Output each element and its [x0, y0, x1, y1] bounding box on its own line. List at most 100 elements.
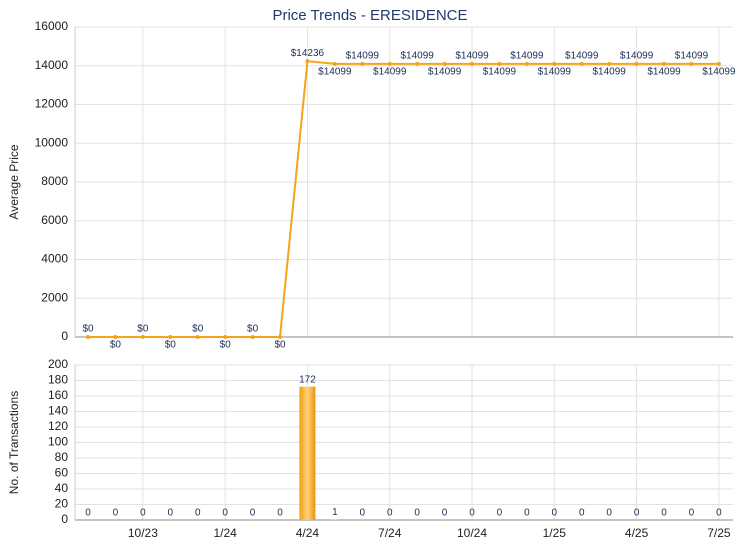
y-tick-label: 2000	[41, 290, 68, 304]
y-tick-label: 160	[48, 388, 68, 402]
point	[278, 335, 283, 339]
value-label: 0	[497, 508, 503, 519]
point	[140, 335, 145, 339]
value-label: $14099	[346, 50, 380, 61]
chart-title: Price Trends - ERESIDENCE	[272, 7, 467, 24]
value-label: 0	[222, 508, 228, 519]
point	[634, 61, 639, 66]
y-tick-label: 100	[48, 435, 68, 449]
value-label: 172	[299, 374, 316, 385]
value-label: $14099	[400, 50, 434, 61]
point	[387, 61, 392, 66]
value-label: 0	[579, 508, 585, 519]
price-line	[88, 60, 719, 338]
point	[332, 61, 337, 66]
y-tick-label: 14000	[35, 58, 69, 72]
value-label: $0	[274, 340, 286, 351]
bar	[299, 386, 316, 520]
point	[497, 61, 502, 66]
y-tick-label: 8000	[41, 174, 68, 188]
value-label: $0	[220, 340, 232, 351]
y-tick-label: 60	[55, 466, 69, 480]
value-label: 0	[469, 508, 475, 519]
y-tick-label: 80	[55, 450, 69, 464]
value-label: $14099	[592, 66, 626, 77]
value-label: 0	[168, 508, 174, 519]
point	[195, 335, 200, 339]
point	[113, 335, 118, 339]
y-axis-label: Average Price	[7, 144, 21, 219]
value-label: $14099	[483, 66, 517, 77]
value-label: $14099	[675, 50, 709, 61]
x-tick-label: 4/25	[625, 526, 649, 540]
y-tick-label: 140	[48, 404, 68, 418]
y-tick-label: 20	[55, 497, 69, 511]
value-label: 0	[140, 508, 146, 519]
value-label: 0	[552, 508, 558, 519]
x-tick-label: 10/23	[128, 526, 158, 540]
value-label: $14099	[565, 50, 599, 61]
value-label: 0	[195, 508, 201, 519]
value-label: $14099	[428, 66, 462, 77]
y-tick-label: 6000	[41, 213, 68, 227]
point	[607, 61, 612, 66]
value-label: 1	[332, 507, 338, 518]
value-label: $14099	[538, 66, 572, 77]
point	[552, 61, 557, 66]
point	[716, 61, 721, 66]
y-tick-label: 40	[55, 481, 69, 495]
value-label: 0	[277, 508, 283, 519]
value-label: 0	[85, 508, 91, 519]
y-tick-label: 200	[48, 357, 68, 371]
point	[579, 61, 584, 66]
value-label: $0	[137, 324, 149, 335]
point	[689, 61, 694, 66]
y-tick-label: 0	[61, 512, 68, 526]
y-axis-label: No. of Transactions	[7, 391, 21, 494]
value-label: $0	[110, 340, 122, 351]
x-tick-label: 7/24	[378, 526, 402, 540]
x-tick-label: 7/25	[707, 526, 731, 540]
y-tick-label: 0	[61, 329, 68, 343]
value-label: $14099	[373, 66, 407, 77]
point	[662, 61, 667, 66]
point	[250, 335, 255, 339]
value-label: $0	[192, 324, 204, 335]
value-label: 0	[442, 508, 448, 519]
value-label: $14099	[455, 50, 489, 61]
y-tick-label: 10000	[35, 135, 69, 149]
x-tick-label: 10/24	[457, 526, 487, 540]
value-label: 0	[113, 508, 119, 519]
point	[223, 335, 228, 339]
value-label: $14099	[620, 50, 654, 61]
value-label: $0	[165, 340, 177, 351]
value-label: $0	[247, 324, 259, 335]
value-label: $14236	[291, 48, 325, 59]
y-tick-label: 12000	[35, 97, 69, 111]
point	[305, 59, 310, 64]
point	[442, 61, 447, 66]
value-label: $14099	[702, 66, 736, 77]
value-label: 0	[661, 508, 667, 519]
value-label: $14099	[318, 66, 352, 77]
point	[168, 335, 173, 339]
y-tick-label: 16000	[35, 19, 69, 33]
value-label: 0	[414, 508, 420, 519]
bar	[326, 519, 343, 520]
value-label: 0	[524, 508, 530, 519]
value-label: 0	[250, 508, 256, 519]
value-label: $14099	[510, 50, 544, 61]
x-tick-label: 4/24	[296, 526, 320, 540]
point	[524, 61, 529, 66]
value-label: $0	[82, 324, 94, 335]
value-label: 0	[360, 508, 366, 519]
value-label: 0	[606, 508, 612, 519]
point	[360, 61, 365, 66]
x-tick-label: 1/25	[543, 526, 567, 540]
value-label: 0	[387, 508, 393, 519]
value-label: $14099	[647, 66, 681, 77]
point	[86, 335, 90, 339]
point	[470, 61, 475, 66]
value-label: 0	[689, 508, 695, 519]
x-tick-label: 1/24	[213, 526, 237, 540]
